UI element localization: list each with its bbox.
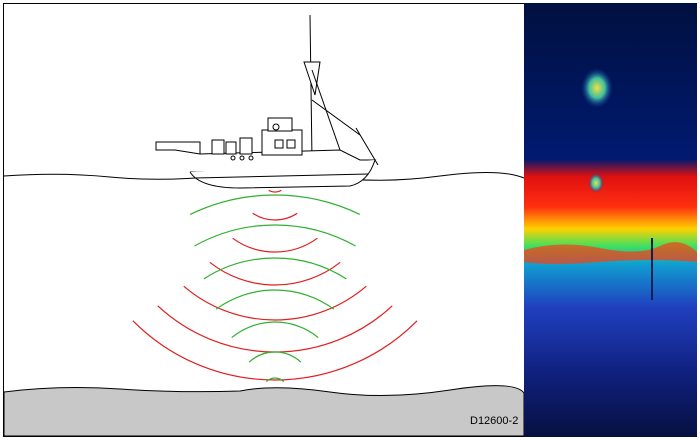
panel-frame (4, 4, 525, 437)
fish-echo (581, 68, 613, 108)
seabed (4, 386, 524, 436)
sonar-display (524, 3, 697, 437)
diagram: D12600-2 (0, 0, 700, 440)
fish-echo (588, 173, 604, 193)
figure-id: D12600-2 (470, 415, 518, 427)
